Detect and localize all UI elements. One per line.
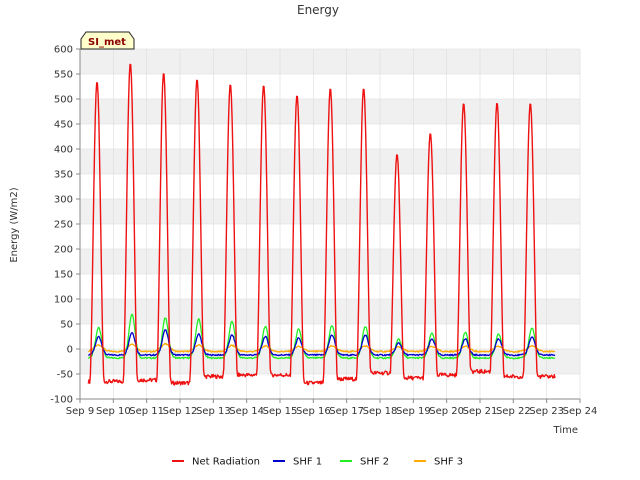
legend-label: Net Radiation (192, 457, 260, 468)
y-tick-label: -50 (57, 370, 73, 381)
y-tick-label: 100 (54, 295, 73, 306)
background-band (80, 299, 580, 324)
x-tick-label: Sep 12 (163, 406, 198, 417)
legend-label: SHF 1 (293, 457, 322, 468)
series-line-shf2 (87, 313, 556, 360)
x-tick-label: Sep 14 (229, 406, 264, 417)
y-tick-label: 450 (54, 120, 73, 131)
x-tick-label: Sep 19 (396, 406, 431, 417)
y-tick-label: 300 (54, 195, 73, 206)
x-tick-label: Sep 13 (196, 406, 231, 417)
series-lines (87, 63, 556, 386)
legend-label: SHF 3 (434, 457, 463, 468)
x-tick-label: Sep 20 (429, 406, 464, 417)
x-tick-label: Sep 15 (263, 406, 298, 417)
background-band (80, 99, 580, 124)
x-tick-label: Sep 23 (529, 406, 564, 417)
y-axis-ticks: -100 -50 0 50 100 150 200 250 300 350 400 450 500 550… (50, 45, 80, 406)
site-badge-box (80, 31, 135, 50)
y-axis-title: Energy (W/m2) (9, 187, 20, 262)
legend-item-shf2: SHF 2 (340, 457, 389, 468)
x-tick-label: Sep 24 (563, 406, 598, 417)
x-tick-label: Sep 10 (96, 406, 131, 417)
legend-item-net: Net Radiation (172, 457, 260, 468)
y-tick-label: 500 (54, 95, 73, 106)
legend-item-shf3: SHF 3 (414, 457, 463, 468)
x-tick-label: Sep 18 (363, 406, 398, 417)
y-tick-label: 50 (60, 320, 73, 331)
site-badge: SI_met (80, 31, 135, 50)
x-tick-label: Sep 22 (496, 406, 531, 417)
y-tick-label: 600 (54, 45, 73, 56)
x-axis-title: Time (553, 425, 578, 436)
background-band (80, 149, 580, 174)
y-tick-label: 250 (54, 220, 73, 231)
y-tick-label: 350 (54, 170, 73, 181)
background-band (80, 49, 580, 74)
background-band (80, 249, 580, 274)
background-band (80, 199, 580, 224)
x-tick-label: Sep 11 (129, 406, 164, 417)
chart-title: Energy (297, 3, 339, 17)
legend-label: SHF 2 (360, 457, 389, 468)
series-line-shf3 (87, 342, 556, 353)
x-tick-label: Sep 21 (463, 406, 498, 417)
x-tick-label: Sep 9 (66, 406, 94, 417)
series-line-shf1 (88, 329, 556, 357)
x-tick-label: Sep 17 (329, 406, 364, 417)
background-band (80, 349, 580, 374)
y-tick-label: 550 (54, 70, 73, 81)
legend-item-shf1: SHF 1 (273, 457, 322, 468)
x-tick-label: Sep 16 (296, 406, 331, 417)
y-tick-label: 400 (54, 145, 73, 156)
y-tick-label: 150 (54, 270, 73, 281)
y-tick-label: 200 (54, 245, 73, 256)
site-badge-label: SI_met (88, 37, 126, 48)
legend: Net Radiation SHF 1 SHF 2 SHF 3 (172, 457, 463, 468)
y-tick-label: -100 (50, 395, 73, 406)
series-line-net (87, 63, 556, 386)
y-tick-label: 0 (67, 345, 73, 356)
